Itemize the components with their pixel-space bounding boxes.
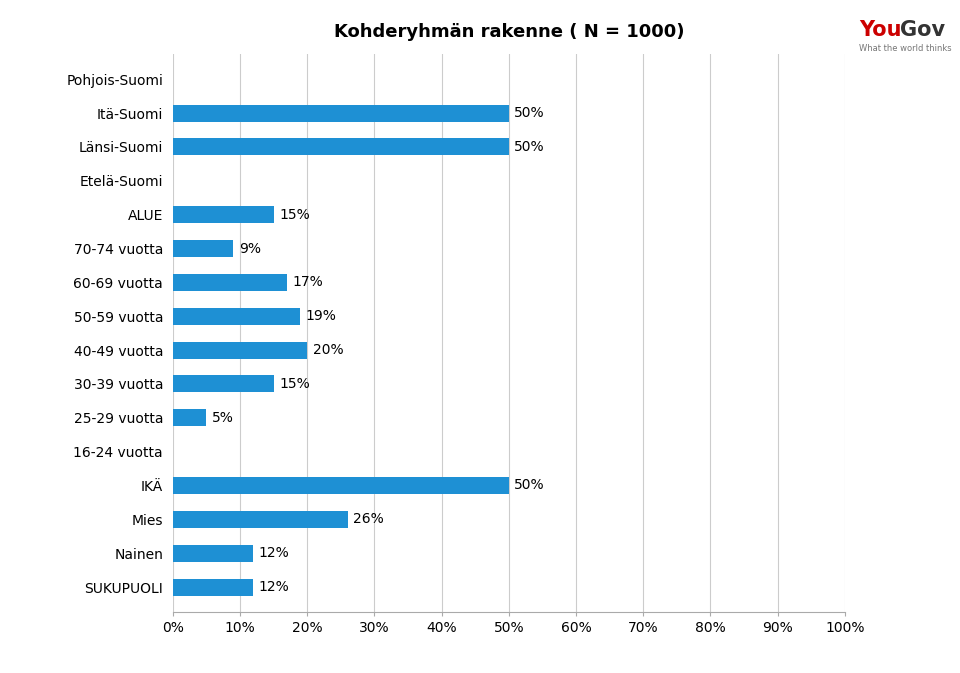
Bar bbox=[173, 342, 307, 359]
Bar bbox=[173, 376, 274, 392]
Text: 20%: 20% bbox=[313, 343, 344, 357]
Text: 19%: 19% bbox=[306, 309, 337, 323]
Bar bbox=[173, 544, 253, 562]
Text: 26%: 26% bbox=[353, 512, 384, 526]
Bar bbox=[173, 477, 509, 494]
Bar bbox=[173, 308, 300, 324]
Bar bbox=[173, 206, 274, 223]
Text: What the world thinks: What the world thinks bbox=[859, 44, 951, 52]
Bar bbox=[173, 240, 233, 257]
Text: 15%: 15% bbox=[279, 377, 310, 391]
Text: 50%: 50% bbox=[515, 479, 545, 493]
Bar bbox=[173, 104, 509, 122]
Bar bbox=[173, 579, 253, 596]
Bar bbox=[173, 409, 206, 426]
Bar bbox=[173, 511, 348, 528]
Text: You: You bbox=[859, 20, 901, 40]
Bar bbox=[173, 139, 509, 155]
Title: Kohderyhmän rakenne ( N = 1000): Kohderyhmän rakenne ( N = 1000) bbox=[333, 23, 684, 41]
Text: 12%: 12% bbox=[259, 546, 290, 560]
Text: 17%: 17% bbox=[293, 275, 324, 289]
Text: 15%: 15% bbox=[279, 208, 310, 221]
Text: Gov: Gov bbox=[900, 20, 945, 40]
Text: 9%: 9% bbox=[239, 242, 261, 256]
Bar bbox=[173, 274, 287, 291]
Text: 12%: 12% bbox=[259, 580, 290, 594]
Text: 50%: 50% bbox=[515, 106, 545, 120]
Text: 50%: 50% bbox=[515, 140, 545, 154]
Text: 5%: 5% bbox=[212, 411, 233, 425]
